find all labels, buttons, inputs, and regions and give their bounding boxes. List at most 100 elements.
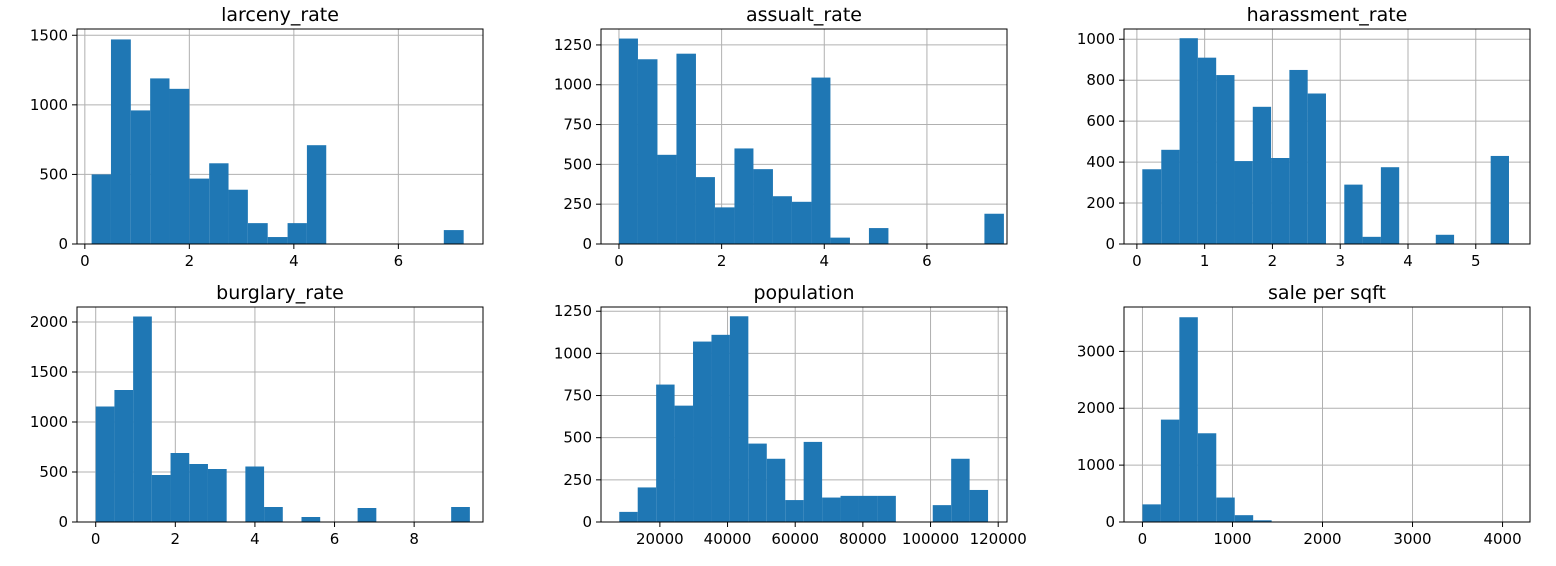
x-tick-label: 8 <box>409 530 419 548</box>
y-tick-label: 500 <box>563 429 592 447</box>
histogram-bar <box>130 110 151 244</box>
y-tick-label: 0 <box>58 513 68 531</box>
x-tick-label: 4 <box>820 252 830 270</box>
histogram-bar <box>306 145 327 244</box>
histogram-bar <box>1490 155 1509 244</box>
histogram-bar <box>110 39 131 245</box>
histogram-bar <box>811 77 831 245</box>
histogram-bar <box>1142 169 1162 244</box>
histogram-bar <box>984 213 1004 244</box>
histogram-bar <box>228 189 248 244</box>
y-tick-label: 0 <box>582 513 592 531</box>
histogram-bar <box>1362 236 1381 244</box>
histogram-bar <box>766 458 786 522</box>
histogram-bar <box>619 511 638 522</box>
histogram-bar <box>245 466 265 522</box>
subplot-assualt_rate: assualt_rate 0 2 4 6 0 250 500 750 1000 1250 <box>554 4 1008 270</box>
x-tick-label: 1 <box>1200 252 1210 270</box>
histogram-bar <box>1197 57 1217 244</box>
histogram-bar <box>264 507 283 522</box>
y-tick-label: 3000 <box>1077 342 1115 360</box>
histogram-bar <box>1234 515 1254 522</box>
x-tick-label: 4000 <box>1483 530 1521 548</box>
histogram-bar <box>637 487 657 522</box>
histogram-bar <box>287 223 307 244</box>
histogram-bar <box>1234 161 1253 244</box>
histogram-bar <box>734 148 754 244</box>
x-tick-label: 0 <box>614 252 624 270</box>
x-tick-label: 4 <box>289 252 299 270</box>
y-tick-label: 0 <box>1105 513 1115 531</box>
x-tick-label: 0 <box>91 530 101 548</box>
histogram-bar <box>114 390 134 522</box>
histogram-bar <box>711 334 730 522</box>
x-tick-label: 0 <box>80 252 90 270</box>
histogram-bar <box>451 507 470 522</box>
y-tick-label: 0 <box>582 235 592 253</box>
histogram-bar <box>150 78 170 244</box>
x-tick-label: 2 <box>1268 252 1278 270</box>
axes-frame <box>600 306 1008 523</box>
histogram-bar <box>1160 419 1180 522</box>
histogram-bar <box>932 505 952 522</box>
y-tick-label: 250 <box>563 195 592 213</box>
histogram-bar <box>189 178 210 244</box>
histogram-bar <box>1271 158 1290 244</box>
subplot-title: sale per sqft <box>1268 282 1386 304</box>
histogram-bar <box>1253 520 1272 522</box>
histogram-bar <box>1179 38 1198 244</box>
y-tick-label: 1000 <box>1077 456 1115 474</box>
histogram-bar <box>868 228 889 244</box>
y-tick-label: 1000 <box>30 413 68 431</box>
subplot-title: population <box>753 282 854 304</box>
histogram-bar <box>785 500 804 522</box>
histogram-bar <box>209 163 229 244</box>
y-tick-label: 750 <box>563 116 592 134</box>
histogram-bar <box>729 316 749 522</box>
histogram-bar <box>91 174 111 244</box>
histogram-bar <box>674 405 694 522</box>
y-tick-label: 0 <box>1105 235 1115 253</box>
histogram-bar <box>877 495 896 522</box>
x-tick-label: 1000 <box>1213 530 1251 548</box>
histogram-bar <box>1179 317 1198 522</box>
y-tick-label: 2000 <box>1077 399 1115 417</box>
histogram-bar <box>1216 75 1235 244</box>
histogram-bar <box>637 59 658 244</box>
y-tick-label: 400 <box>1086 153 1115 171</box>
subplot-title: harassment_rate <box>1247 4 1408 26</box>
subplot-title: burglary_rate <box>216 282 344 304</box>
x-tick-label: 3000 <box>1393 530 1431 548</box>
histogram-bar <box>753 169 773 244</box>
x-tick-label: 2 <box>185 252 195 270</box>
y-tick-label: 500 <box>563 155 592 173</box>
histogram-bar <box>693 341 712 522</box>
y-tick-label: 500 <box>39 463 68 481</box>
y-tick-label: 2000 <box>30 313 68 331</box>
axes-frame <box>76 28 484 245</box>
histogram-bar <box>969 489 989 522</box>
x-tick-label: 4 <box>1403 252 1413 270</box>
histogram-bar <box>830 237 850 244</box>
x-tick-label: 2 <box>171 530 181 548</box>
x-tick-label: 100000 <box>902 530 959 548</box>
x-tick-label: 6 <box>394 252 404 270</box>
histogram-bar <box>169 88 190 244</box>
histogram-bar <box>301 517 321 522</box>
subplot-burglary_rate: burglary_rate 0 2 4 6 8 0 500 1000 1500 2000 <box>30 282 484 548</box>
x-tick-label: 6 <box>922 252 932 270</box>
y-tick-label: 1250 <box>554 302 592 320</box>
x-tick-label: 60000 <box>771 530 819 548</box>
y-tick-label: 1000 <box>554 76 592 94</box>
axes-frame <box>1123 28 1531 245</box>
subplot-harassment_rate: harassment_rate 0 1 2 3 4 5 0 200 400 600 800 1000 <box>1077 4 1531 270</box>
histogram-bar <box>1435 234 1455 244</box>
y-tick-label: 500 <box>39 165 68 183</box>
histogram-bar <box>1216 497 1235 522</box>
histogram-bar <box>791 201 812 244</box>
y-tick-label: 0 <box>58 235 68 253</box>
x-tick-label: 40000 <box>704 530 752 548</box>
y-tick-label: 1500 <box>30 363 68 381</box>
histogram-bar <box>1289 69 1308 244</box>
histogram-bar <box>858 495 878 522</box>
